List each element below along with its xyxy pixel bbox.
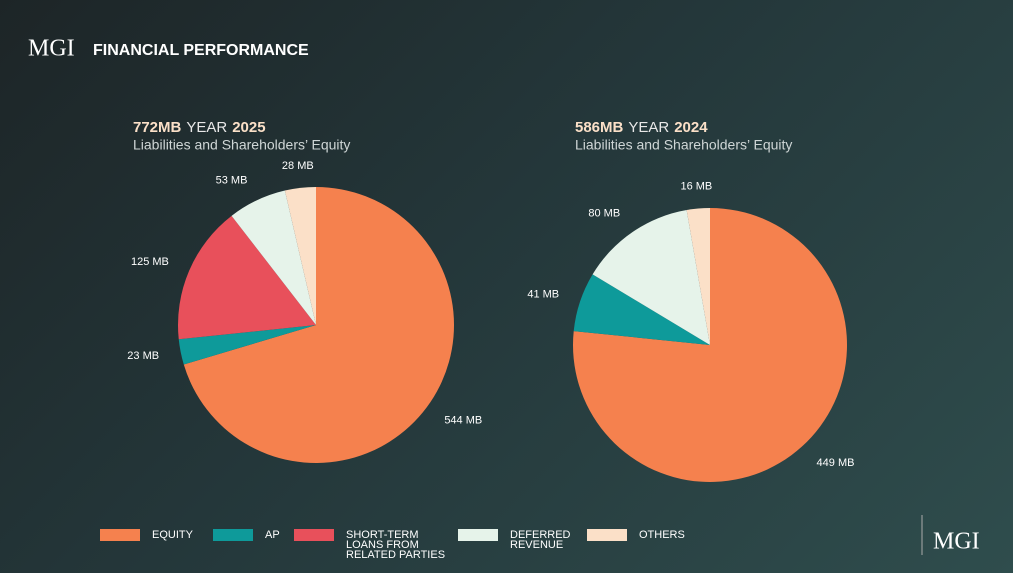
- pie-slice: [231, 190, 316, 325]
- legend-swatch: [213, 529, 253, 541]
- legend-label: AP: [265, 529, 280, 541]
- pie-slice: [183, 187, 455, 463]
- slice-label: 16 MB: [680, 180, 712, 192]
- slice-label: 80 MB: [588, 208, 620, 220]
- legend-label: EQUITY: [152, 529, 193, 541]
- pie-slice: [178, 325, 316, 365]
- legend-label: OTHERS: [639, 529, 685, 541]
- title-part: 2025: [232, 119, 265, 136]
- pie-title: 586MB YEAR 2024: [575, 119, 708, 136]
- pie-subtitle: Liabilities and Shareholders’ Equity: [133, 137, 350, 153]
- title-part: 2024: [674, 119, 708, 136]
- pie-title: 772MB YEAR 2025: [133, 119, 266, 136]
- slice-label: 53 MB: [216, 174, 248, 186]
- slice-label: 28 MB: [282, 160, 314, 172]
- logo: MGI: [28, 36, 75, 62]
- page-title: FINANCIAL PERFORMANCE: [93, 42, 309, 59]
- pie-slice: [592, 210, 710, 345]
- footer-logo: MGI: [933, 529, 980, 555]
- pie-slice: [686, 208, 710, 345]
- pie-slice: [573, 274, 710, 345]
- title-part: YEAR: [186, 119, 227, 136]
- pie-slice: [284, 187, 316, 325]
- legend-swatch: [294, 529, 334, 541]
- legend-swatch: [587, 529, 627, 541]
- slice-label: 23 MB: [127, 350, 159, 362]
- pie-subtitle: Liabilities and Shareholders’ Equity: [575, 137, 792, 153]
- legend-label: SHORT-TERM LOANS FROM RELATED PARTIES: [346, 529, 446, 561]
- slice-label: 125 MB: [131, 256, 169, 268]
- slice-label: 449 MB: [817, 457, 855, 469]
- legend-label: DEFERRED REVENUE: [510, 529, 571, 551]
- title-part: 772MB: [133, 119, 182, 136]
- legend-swatch: [100, 529, 140, 541]
- pie-slice: [178, 215, 316, 340]
- title-part: YEAR: [628, 119, 669, 136]
- legend-swatch: [458, 529, 498, 541]
- slice-label: 544 MB: [444, 414, 482, 426]
- title-part: 586MB: [575, 119, 624, 136]
- slice-label: 41 MB: [527, 289, 559, 301]
